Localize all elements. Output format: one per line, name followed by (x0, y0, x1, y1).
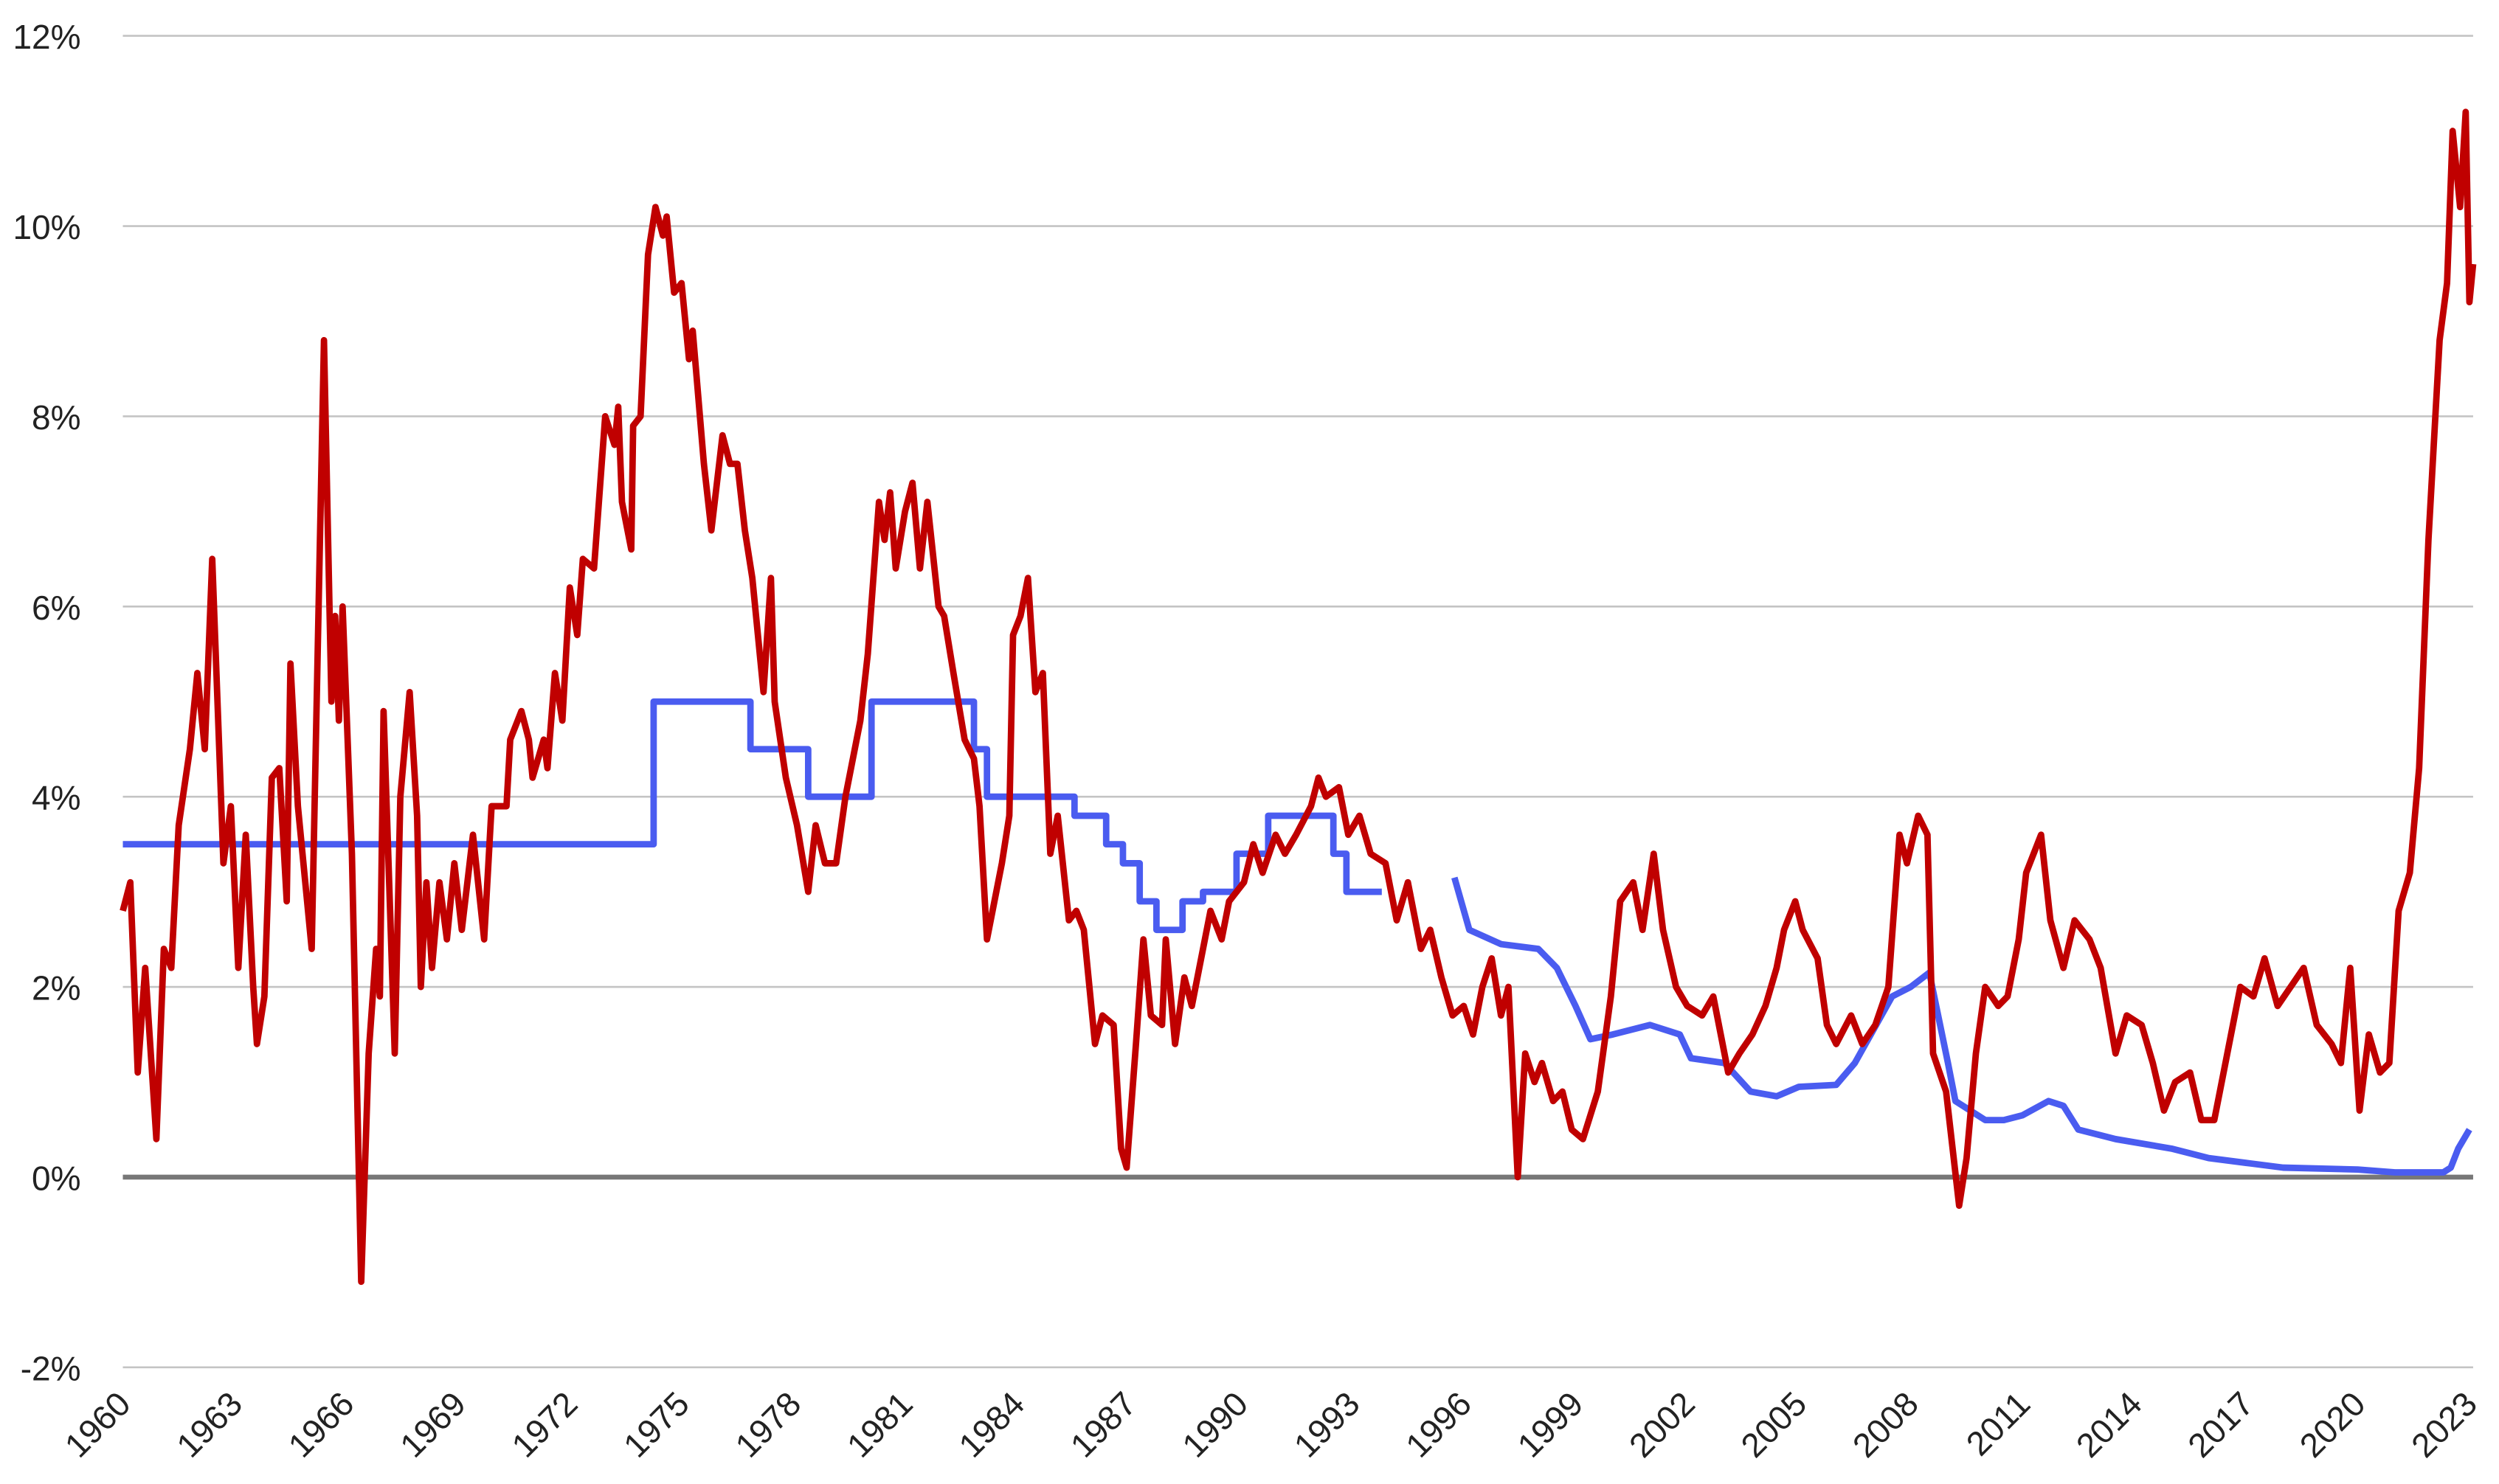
x-tick-label: 1969 (393, 1384, 473, 1465)
series-line (122, 698, 2472, 1176)
y-tick-label: 0% (32, 1159, 80, 1197)
x-tick-label: 2002 (1622, 1384, 1702, 1465)
x-tick-label: 1996 (1398, 1384, 1479, 1465)
y-tick-label: 8% (32, 398, 80, 437)
y-tick-label: 6% (32, 589, 80, 627)
x-tick-label: 1978 (727, 1384, 808, 1465)
x-tick-label: 1963 (169, 1384, 249, 1465)
plot-area (120, 108, 2477, 1286)
x-tick-label: 1999 (1510, 1384, 1590, 1465)
x-tick-label: 2023 (2404, 1384, 2484, 1465)
x-tick-label: 1981 (840, 1384, 920, 1465)
x-tick-label: 1990 (1175, 1384, 1255, 1465)
x-tick-label: 1972 (504, 1384, 584, 1465)
y-tick-label: 2% (32, 969, 80, 1008)
x-tick-label: 1966 (280, 1384, 361, 1465)
x-tick-label: 2014 (2069, 1384, 2149, 1465)
x-tick-label: 2020 (2292, 1384, 2373, 1465)
x-tick-label: 1960 (58, 1384, 138, 1465)
x-tick-label: 2011 (1959, 1384, 2038, 1463)
x-tick-label: 2017 (2180, 1384, 2261, 1465)
y-tick-label: -2% (21, 1349, 81, 1387)
x-tick-label: 1987 (1063, 1384, 1144, 1465)
x-tick-label: 1984 (951, 1384, 1031, 1465)
grid (122, 35, 2473, 1369)
x-tick-label: 1993 (1287, 1384, 1367, 1465)
x-tick-label: 2005 (1733, 1384, 1814, 1465)
x-tick-label: 2008 (1845, 1384, 1926, 1465)
series-line (120, 108, 2477, 1286)
y-tick-label: 4% (32, 779, 80, 817)
y-tick-label: 12% (13, 18, 80, 56)
y-tick-label: 10% (13, 208, 80, 246)
x-tick-label: 1975 (616, 1384, 697, 1465)
